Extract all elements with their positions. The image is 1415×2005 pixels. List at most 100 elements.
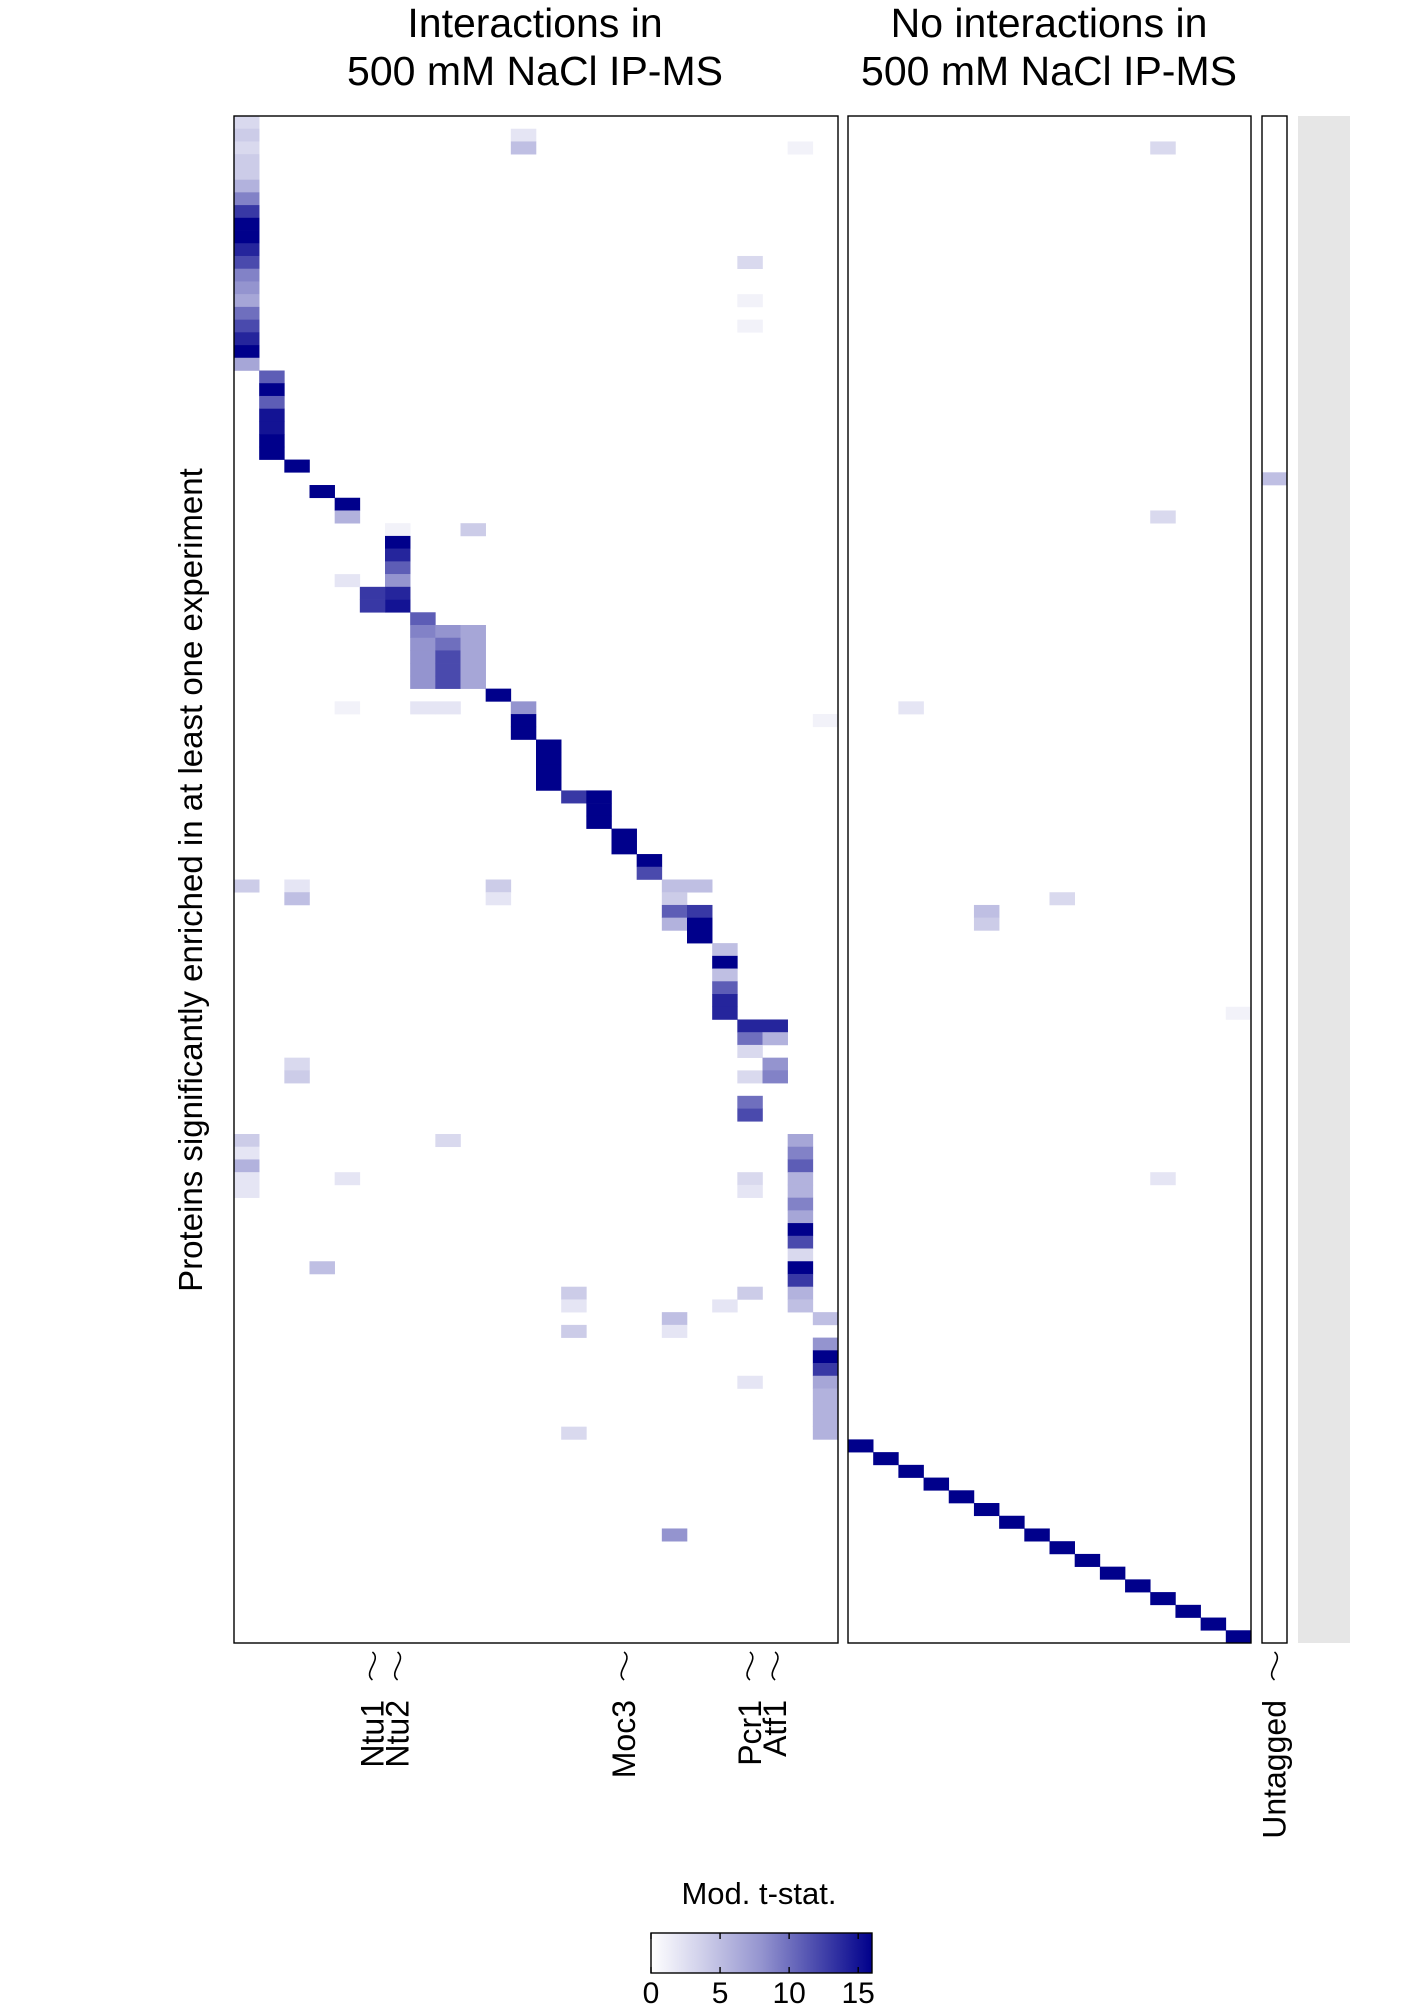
heatmap-cell	[586, 815, 612, 829]
heatmap-cell	[737, 1286, 763, 1300]
heatmap-cell	[586, 790, 612, 804]
heatmap-cell	[385, 586, 411, 600]
heatmap-cell	[1150, 1592, 1176, 1606]
heatmap-cell	[898, 1464, 924, 1478]
heatmap-cell	[712, 1006, 738, 1020]
heatmap-cell	[485, 892, 512, 906]
heatmap-cell	[234, 179, 260, 193]
heatmap-cell	[848, 1439, 874, 1453]
heatmap-cell	[259, 395, 285, 409]
panel-titles: Interactions in 500 mM NaCl IP-MS No int…	[347, 0, 1237, 94]
heatmap-cell	[1074, 1553, 1101, 1567]
heatmap-cell	[259, 446, 285, 460]
heatmap-cell	[309, 1261, 335, 1275]
heatmap-cell	[812, 1426, 839, 1440]
heatmap-cell	[661, 892, 688, 906]
legend-tick-label: 10	[772, 1977, 805, 2005]
heatmap-cell	[536, 777, 562, 791]
heatmap-cell	[661, 1324, 688, 1338]
heatmap-cell	[284, 879, 310, 893]
heatmap-cell	[636, 854, 663, 868]
heatmap-cell	[410, 637, 436, 651]
heatmap-cell	[812, 1413, 839, 1427]
heatmap-cell	[973, 917, 1000, 931]
heatmap-cell	[259, 434, 285, 448]
legend-title: Mod. t-stat.	[681, 1876, 836, 1911]
heatmap-cell	[762, 1032, 788, 1046]
heatmap-cell	[787, 1235, 814, 1249]
heatmap-cell	[661, 879, 688, 893]
heatmap-cell	[460, 637, 486, 651]
heatmap-cell	[787, 1248, 814, 1262]
heatmap-cell	[737, 255, 763, 269]
heatmap-cell	[410, 663, 436, 677]
column-label-atf1: Atf1	[757, 1700, 793, 1757]
heatmap-cell	[536, 764, 562, 779]
heatmap-cell	[234, 205, 260, 219]
heatmap-cell	[259, 408, 285, 422]
heatmap-cell	[787, 1261, 814, 1275]
heatmap-cell	[737, 319, 763, 333]
column-label-ntu2: Ntu2	[380, 1700, 416, 1768]
heatmap-cell	[787, 1299, 814, 1313]
heatmap-cell	[873, 1452, 899, 1466]
heatmap-cell	[636, 866, 663, 880]
heatmap-cell	[234, 281, 260, 295]
heatmap-cell	[812, 1312, 839, 1326]
heatmap-cell	[234, 1159, 260, 1173]
heatmap-cell	[1150, 1172, 1176, 1186]
heatmap-cell	[435, 650, 461, 664]
heatmap-cell	[787, 1184, 814, 1198]
heatmap-cell	[787, 1210, 814, 1224]
legend-tick-label: 15	[842, 1977, 875, 2005]
panel-2-title-line-2: 500 mM NaCl IP-MS	[861, 48, 1237, 94]
heatmap-cell	[485, 688, 512, 702]
heatmap-cell	[1049, 1541, 1075, 1555]
heatmap-cell	[712, 1299, 738, 1313]
heatmap-cell	[561, 790, 587, 804]
heatmap-cell	[1125, 1579, 1151, 1593]
heatmap-cell	[561, 1426, 587, 1440]
heatmap-cell	[435, 1134, 461, 1148]
heatmap-cell	[737, 1108, 763, 1122]
heatmap-cell	[1225, 1006, 1252, 1020]
heatmap-cell	[712, 943, 738, 957]
heatmap-cell	[787, 1172, 814, 1186]
heatmap-cell	[1150, 510, 1176, 524]
legend-ticks: 0 5 10 15	[643, 1933, 875, 2005]
heatmap-cell	[510, 141, 537, 155]
heatmap-cell	[687, 930, 713, 944]
heatmap-cell	[234, 294, 260, 308]
heatmap-cell	[435, 663, 461, 677]
heatmap-cell	[898, 701, 924, 715]
heatmap-cell	[410, 701, 436, 715]
heatmap-cell	[812, 1388, 839, 1402]
heatmap-cell	[385, 574, 411, 588]
heatmap-cell	[787, 141, 814, 155]
heatmap-cell	[234, 879, 260, 893]
heatmap-cell	[1262, 472, 1288, 486]
heatmap-cell	[460, 650, 486, 664]
heatmap-cell	[234, 154, 260, 168]
heatmap-cell	[762, 1057, 788, 1071]
y-axis-title: Proteins significantly enriched in at le…	[172, 468, 209, 1292]
heatmap-cell	[787, 1197, 814, 1211]
heatmap-cell	[737, 1095, 763, 1109]
heatmap-cell	[923, 1477, 950, 1491]
heatmap-cell	[234, 217, 260, 231]
heatmap-cell	[284, 892, 310, 906]
panel-2-title-line-1: No interactions in	[891, 0, 1208, 46]
legend-tick-label: 5	[712, 1977, 729, 2005]
heatmap-cell	[234, 319, 260, 333]
heatmap-cell	[536, 739, 562, 753]
legend-tick-label: 0	[643, 1977, 660, 2005]
heatmap-cell	[309, 485, 335, 499]
heatmap-cell	[812, 1337, 839, 1351]
heatmap-cell	[234, 166, 260, 180]
heatmap-cell	[410, 675, 436, 689]
heatmap-cell	[234, 345, 260, 359]
heatmap-cell	[737, 1375, 763, 1389]
heatmap-cell	[234, 306, 260, 320]
heatmap-cell	[334, 510, 361, 524]
